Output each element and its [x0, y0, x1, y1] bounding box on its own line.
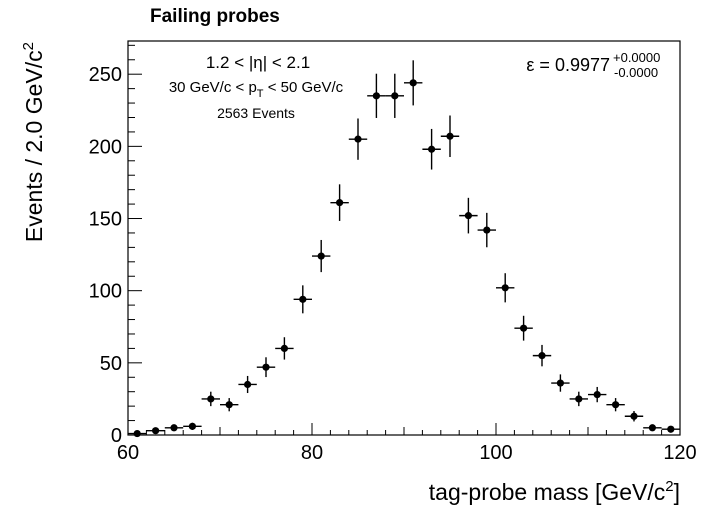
efficiency-error-up: +0.0000: [613, 50, 660, 65]
pt-range-annotation: 30 GeV/c < pT < 50 GeV/c: [169, 79, 344, 100]
x-tick-label: 80: [301, 442, 323, 464]
point-marker: [133, 429, 141, 438]
data-point: [220, 398, 239, 412]
efficiency-annotation: ε = 0.9977: [526, 55, 610, 75]
data-point: [514, 315, 533, 341]
point-marker: [520, 324, 528, 332]
data-point: [569, 391, 588, 407]
eta-range-annotation: 1.2 < |η| < 2.1: [206, 53, 310, 72]
y-tick-label: 100: [89, 281, 122, 303]
data-point: [385, 73, 404, 118]
data-points: [128, 60, 680, 438]
data-point: [330, 184, 349, 221]
point-marker: [280, 344, 288, 353]
point-marker: [372, 92, 380, 100]
data-point: [201, 391, 220, 407]
point-marker: [262, 363, 270, 371]
point-marker: [170, 424, 178, 432]
point-marker: [483, 226, 491, 234]
data-point: [606, 398, 625, 412]
point-marker: [538, 352, 546, 360]
y-tick-label: 0: [111, 425, 122, 447]
data-point: [496, 273, 515, 303]
point-marker: [630, 412, 638, 420]
data-point: [164, 424, 184, 432]
data-point: [275, 337, 294, 360]
data-point: [459, 197, 478, 234]
data-point: [293, 285, 312, 314]
point-marker: [391, 92, 399, 100]
y-axis-label-sup: 2: [20, 42, 37, 50]
x-tick-label: 100: [479, 442, 512, 464]
point-marker: [446, 132, 454, 140]
point-marker: [152, 427, 160, 435]
pt-range-sub: T: [257, 88, 264, 100]
plot-frame: [127, 40, 681, 436]
x-axis-label-close: ]: [674, 479, 680, 505]
x-axis-label-text: tag-probe mass [GeV/c: [429, 479, 666, 505]
data-point: [128, 429, 147, 438]
point-marker: [354, 135, 362, 143]
x-axis-label-sup: 2: [665, 478, 673, 495]
point-marker: [409, 79, 417, 87]
point-marker: [575, 395, 583, 403]
point-marker: [317, 252, 325, 260]
data-point: [551, 374, 570, 392]
x-tick-label: 60: [117, 442, 139, 464]
x-axis-label: tag-probe mass [GeV/c2]: [429, 478, 680, 505]
y-tick-label: 50: [100, 353, 122, 375]
data-point: [256, 357, 276, 378]
data-point: [440, 115, 460, 158]
y-tick-label: 250: [89, 64, 122, 86]
x-axis: 60 80 100 120: [117, 423, 697, 464]
data-point: [422, 128, 441, 170]
point-marker: [244, 380, 252, 389]
data-point: [367, 73, 386, 118]
data-point: [588, 386, 607, 403]
point-marker: [336, 199, 344, 207]
point-marker: [207, 395, 215, 403]
point-marker: [428, 145, 436, 153]
pt-range-post: < 50 GeV/c: [264, 79, 344, 96]
point-marker: [501, 284, 509, 292]
point-marker: [299, 295, 307, 303]
pt-range-pre: 30 GeV/c < p: [169, 79, 257, 96]
point-marker: [556, 379, 565, 387]
x-tick-label: 120: [663, 442, 696, 464]
data-point: [477, 212, 496, 248]
data-point: [312, 239, 331, 273]
chart-title: Failing probes: [150, 6, 280, 27]
y-tick-label: 200: [89, 136, 122, 158]
point-marker: [667, 425, 675, 433]
data-point: [238, 375, 257, 394]
data-point: [643, 424, 662, 432]
point-marker: [225, 401, 233, 409]
data-point: [183, 422, 202, 430]
data-point: [661, 425, 680, 433]
data-point: [404, 60, 423, 106]
point-marker: [612, 401, 620, 409]
y-axis: 0 50 100 150 200 250: [89, 44, 142, 447]
data-point: [348, 118, 368, 160]
events-annotation: 2563 Events: [217, 105, 295, 121]
y-axis-label-text: Events / 2.0 GeV/c: [21, 50, 47, 242]
point-marker: [648, 424, 657, 432]
y-axis-label: Events / 2.0 GeV/c2: [20, 42, 47, 242]
data-point: [146, 427, 165, 435]
y-tick-label: 150: [89, 209, 122, 231]
point-marker: [188, 422, 196, 430]
point-marker: [593, 390, 601, 399]
efficiency-error-down: -0.0000: [614, 65, 658, 80]
data-point: [624, 411, 644, 422]
point-marker: [464, 212, 472, 220]
data-point: [532, 344, 552, 367]
